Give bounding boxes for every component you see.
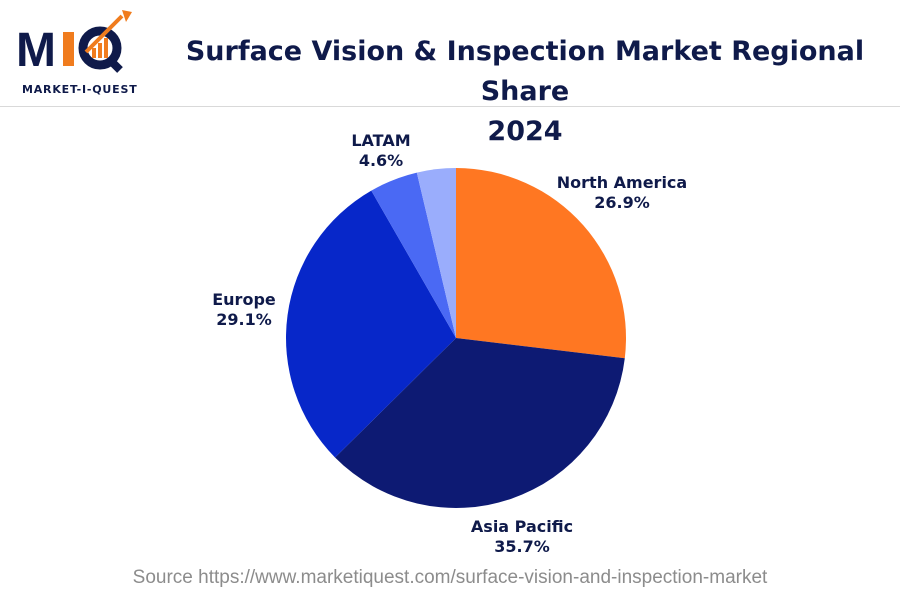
logo-mark: M <box>16 24 56 77</box>
header-divider <box>0 106 900 107</box>
chart-title: Surface Vision & Inspection Market Regio… <box>150 32 900 152</box>
pie-slice-other-4 <box>416 168 456 338</box>
slice-label-asia-pacific: Asia Pacific <box>471 517 573 536</box>
slice-label-europe: Europe <box>212 290 276 309</box>
slice-value-asia-pacific: 35.7% <box>494 537 550 556</box>
pie-slice-europe <box>286 190 456 458</box>
slice-label-north-america: North America <box>557 173 687 192</box>
pie-slice-latam <box>371 172 456 338</box>
arrow-head-icon <box>122 10 132 22</box>
chart-title-line1: Surface Vision & Inspection Market Regio… <box>185 36 865 107</box>
pie-slice-asia-pacific <box>335 338 625 508</box>
chart-title-line2: 2024 <box>487 116 563 147</box>
source-text: Source https://www.marketiquest.com/surf… <box>132 567 768 588</box>
logo-q-tail <box>105 55 123 73</box>
logo-arrow <box>84 14 124 54</box>
logo-text: MARKET-I-QUEST <box>22 83 138 96</box>
logo-q-ring <box>78 26 122 70</box>
slice-label-latam: LATAM <box>351 131 410 150</box>
slice-value-latam: 4.6% <box>359 151 403 170</box>
slice-value-north-america: 26.9% <box>594 193 650 212</box>
logo: M MARKET-I-QUEST <box>12 8 142 96</box>
logo-graphic: M <box>16 10 132 77</box>
slice-value-europe: 29.1% <box>216 310 272 329</box>
pie-slice-north-america <box>456 167 627 359</box>
logo-i-bar <box>63 32 74 66</box>
